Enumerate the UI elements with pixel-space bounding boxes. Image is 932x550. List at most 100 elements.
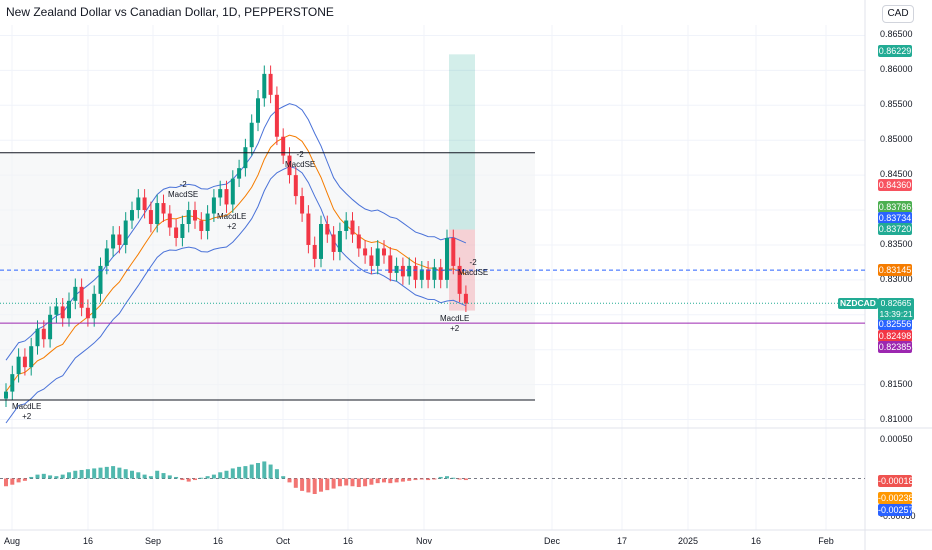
time-axis-tick: 17 [616, 536, 628, 546]
signal-label: -2 MacdSE [458, 258, 489, 277]
candle-body [180, 224, 185, 238]
macd-histogram-bar [281, 476, 286, 479]
candle-body [142, 197, 147, 211]
candle-body [35, 328, 40, 347]
candle-body [300, 196, 305, 214]
candle-body [237, 168, 242, 179]
macd-histogram-bar [10, 478, 15, 485]
candle-body [79, 286, 84, 308]
candle-body [104, 248, 109, 266]
candle-body [117, 234, 122, 245]
price-axis-tick: 0.85000 [880, 134, 913, 145]
indicator-tag-3: -0.00257 [878, 504, 914, 516]
moving-average [5, 134, 467, 392]
candle-body [161, 203, 166, 214]
last-price-box: 0.82665 13:39:21 [878, 298, 914, 320]
macd-histogram-bar [426, 478, 431, 481]
macd-histogram-bar [54, 476, 59, 479]
time-axis-tick: 2025 [677, 536, 699, 546]
macd-histogram-bar [48, 475, 53, 479]
signal-label: MacdLE +2 [217, 212, 247, 231]
price-tag-8: 0.82498 [878, 330, 912, 342]
candle-body [451, 237, 456, 266]
macd-histogram-bar [394, 478, 399, 483]
price-tag-2: 0.84360 [878, 179, 912, 191]
macd-histogram-bar [382, 478, 386, 483]
macd-histogram-bar [388, 478, 393, 484]
macd-histogram-bar [337, 478, 342, 487]
signal-label: -2 MacdSE [168, 180, 199, 199]
macd-histogram-bar [29, 476, 34, 479]
candle-body [98, 265, 103, 294]
macd-histogram-bar [180, 478, 185, 481]
macd-histogram-bar [306, 478, 311, 493]
time-axis-tick: 16 [342, 536, 354, 546]
time-axis-tick: 16 [750, 536, 762, 546]
macd-histogram-bar [350, 478, 355, 487]
macd-histogram-bar [130, 470, 134, 479]
macd-histogram-bar [174, 476, 179, 479]
macd-histogram-bar [16, 478, 21, 483]
macd-histogram-bar [218, 472, 223, 479]
macd-histogram-bar [199, 477, 204, 479]
signal-label: MacdLE +2 [440, 314, 470, 333]
candle-body [325, 224, 330, 235]
macd-histogram-bar [432, 478, 437, 480]
time-axis-tick: Aug [3, 536, 21, 546]
candle-body [407, 265, 412, 277]
price-tag-5: 0.83720 [878, 223, 912, 235]
candle-body [10, 374, 15, 392]
price-axis-tick: 0.84500 [880, 169, 913, 180]
candle-body [16, 356, 21, 375]
candle-body [230, 178, 235, 205]
candle-body [167, 213, 172, 228]
macd-histogram-bar [268, 464, 273, 479]
candle-body [54, 306, 59, 315]
candle-body [211, 197, 216, 214]
macd-histogram-bar [344, 478, 349, 486]
indicator-tag-2: -0.00238 [878, 492, 914, 504]
price-axis-tick: 0.86500 [880, 29, 913, 40]
indicator-axis-tick: 0.00050 [880, 433, 913, 444]
macd-histogram-bar [193, 478, 197, 481]
candle-body [281, 136, 286, 156]
currency-button[interactable]: CAD [882, 5, 914, 23]
macd-histogram-bar [104, 466, 109, 479]
macd-histogram-bar [445, 476, 449, 479]
candle-body [186, 210, 191, 225]
macd-histogram-bar [4, 478, 8, 487]
macd-histogram-bar [117, 467, 122, 479]
macd-histogram-bar [67, 472, 71, 479]
symbol-tag: NZDCAD [838, 298, 878, 309]
macd-histogram-bar [237, 466, 242, 479]
candle-body [356, 234, 361, 249]
macd-histogram-bar [41, 473, 46, 479]
macd-histogram-bar [256, 463, 260, 479]
candle-body [218, 189, 223, 198]
time-axis-tick: Dec [543, 536, 561, 546]
candle-body [193, 210, 197, 221]
candle-body [432, 267, 437, 280]
macd-histogram-bar [186, 478, 191, 482]
candle-body [41, 328, 46, 340]
macd-histogram-bar [451, 477, 456, 479]
macd-histogram-bar [331, 478, 336, 489]
macd-histogram-bar [224, 470, 229, 479]
candle-body [4, 391, 8, 399]
macd-histogram-bar [293, 478, 298, 488]
macd-histogram-bar [300, 478, 305, 491]
candle-body [249, 122, 254, 148]
candle-body [331, 234, 336, 252]
price-tag-6: 0.83145 [878, 264, 912, 276]
candle-body [148, 210, 153, 225]
candle-body [67, 300, 71, 319]
macd-histogram-bar [274, 469, 279, 479]
lower-band [5, 166, 467, 424]
price-axis-tick: 0.81000 [880, 413, 913, 424]
macd-histogram-bar [407, 478, 412, 481]
macd-histogram-bar [73, 470, 78, 479]
candle-body [48, 314, 53, 340]
candle-body [123, 220, 128, 245]
signal-label: MacdLE +2 [12, 402, 42, 421]
